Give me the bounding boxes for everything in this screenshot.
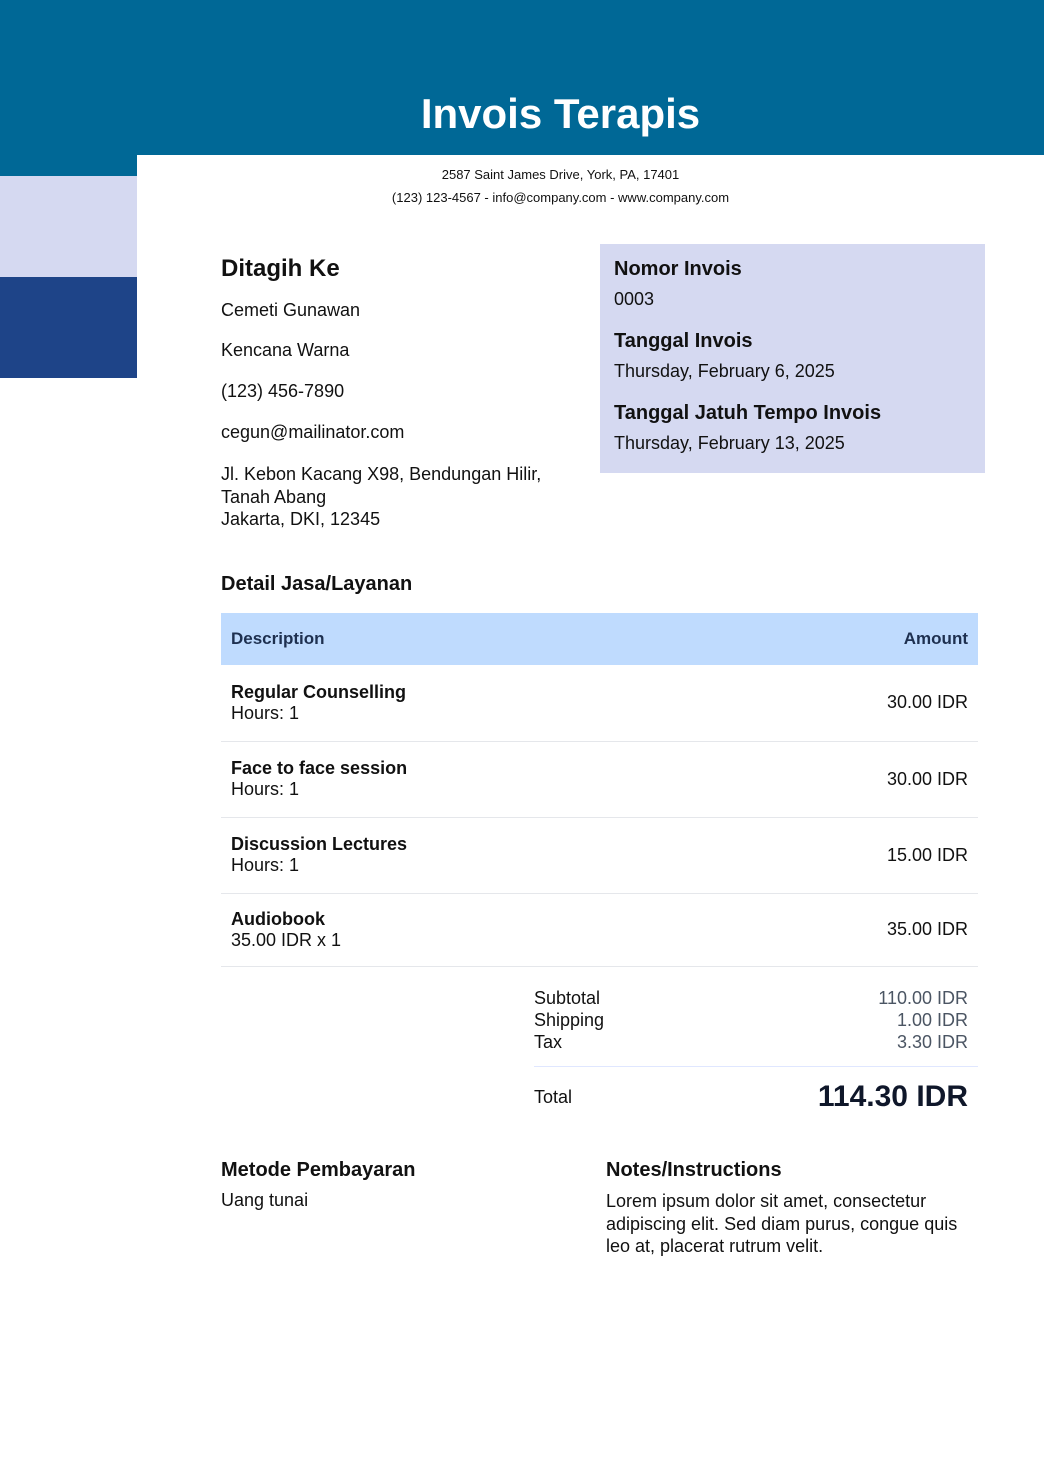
address-line: Jakarta, DKI, 12345: [221, 509, 381, 529]
item-description: Face to face session Hours: 1: [221, 741, 721, 818]
item-detail: 35.00 IDR x 1: [231, 929, 342, 950]
total-value: 114.30 IDR: [817, 1080, 968, 1113]
subtotal-label: Subtotal: [534, 988, 601, 1008]
tax-label: Tax: [534, 1032, 563, 1052]
table-row: Face to face session Hours: 1 30.00 IDR: [221, 741, 978, 818]
invoice-number: 0003: [614, 289, 655, 309]
decor-band-light: [0, 176, 137, 277]
invoice-number-label: Nomor Invois: [614, 258, 742, 280]
page-title: Invois Terapis: [420, 90, 701, 137]
item-detail: Hours: 1: [231, 855, 300, 875]
item-description: Audiobook 35.00 IDR x 1: [221, 893, 721, 967]
client-company: Kencana Warna: [221, 340, 350, 360]
item-amount: 35.00 IDR: [720, 893, 978, 967]
item-name: Regular Counselling: [231, 681, 407, 702]
table-row: Discussion Lectures Hours: 1 15.00 IDR: [221, 817, 978, 894]
item-name: Face to face session: [231, 758, 408, 778]
company-contact: (123) 123-4567 - info@company.com - www.…: [391, 190, 730, 205]
due-date: Thursday, February 13, 2025: [614, 433, 845, 453]
address-line: Jl. Kebon Kacang X98, Bendungan Hilir,: [221, 464, 542, 484]
item-description: Regular Counselling Hours: 1: [221, 665, 721, 742]
client-address: Jl. Kebon Kacang X98, Bendungan Hilir, T…: [221, 463, 541, 531]
item-amount: 30.00 IDR: [720, 665, 978, 742]
client-name: Cemeti Gunawan: [221, 300, 361, 320]
bill-to-heading: Ditagih Ke: [221, 255, 340, 282]
client-phone: (123) 456-7890: [221, 381, 345, 401]
item-amount: 30.00 IDR: [720, 741, 978, 818]
invoice-meta-box: Nomor Invois 0003 Tanggal Invois Thursda…: [600, 244, 985, 473]
item-description: Discussion Lectures Hours: 1: [221, 817, 721, 894]
payment-heading: Metode Pembayaran: [221, 1159, 416, 1181]
shipping-label: Shipping: [534, 1010, 605, 1030]
item-amount: 15.00 IDR: [720, 817, 978, 894]
address-line: Tanah Abang: [221, 486, 327, 507]
services-table: Description Amount Regular Counselling Ho…: [221, 613, 978, 967]
due-date-label: Tanggal Jatuh Tempo Invois: [614, 402, 882, 424]
item-name: Discussion Lectures: [231, 834, 408, 854]
total-row: Total 114.30 IDR: [534, 1080, 968, 1114]
summary-divider: [534, 1066, 978, 1067]
notes-text: Lorem ipsum dolor sit amet, consectetur …: [606, 1191, 958, 1256]
subtotal-value: 110.00 IDR: [878, 988, 968, 1008]
header-bar: [0, 0, 1044, 155]
invoice-date-label: Tanggal Invois: [614, 330, 753, 352]
item-name: Audiobook: [231, 908, 325, 929]
total-label: Total: [534, 1087, 573, 1107]
services-heading: Detail Jasa/Layanan: [221, 573, 413, 595]
company-address: 2587 Saint James Drive, York, PA, 17401: [441, 167, 680, 182]
table-row: Audiobook 35.00 IDR x 1 35.00 IDR: [221, 893, 978, 967]
tax-value: 3.30 IDR: [896, 1032, 968, 1052]
decor-band-dark: [0, 277, 137, 378]
item-detail: Hours: 1: [231, 779, 300, 799]
notes-heading: Notes/Instructions: [606, 1159, 782, 1181]
item-detail: Hours: 1: [231, 702, 300, 723]
payment-method: Uang tunai: [221, 1190, 309, 1210]
table-row: Regular Counselling Hours: 1 30.00 IDR: [221, 665, 978, 742]
col-description: Description: [221, 613, 721, 665]
header-bar-left: [0, 0, 137, 176]
summary: Subtotal 110.00 IDR Shipping 1.00 IDR Tax 3…: [534, 987, 968, 1053]
shipping-value: 1.00 IDR: [896, 1010, 968, 1030]
client-email: cegun@mailinator.com: [221, 422, 405, 442]
invoice-date: Thursday, February 6, 2025: [614, 361, 835, 381]
col-amount: Amount: [720, 613, 978, 665]
